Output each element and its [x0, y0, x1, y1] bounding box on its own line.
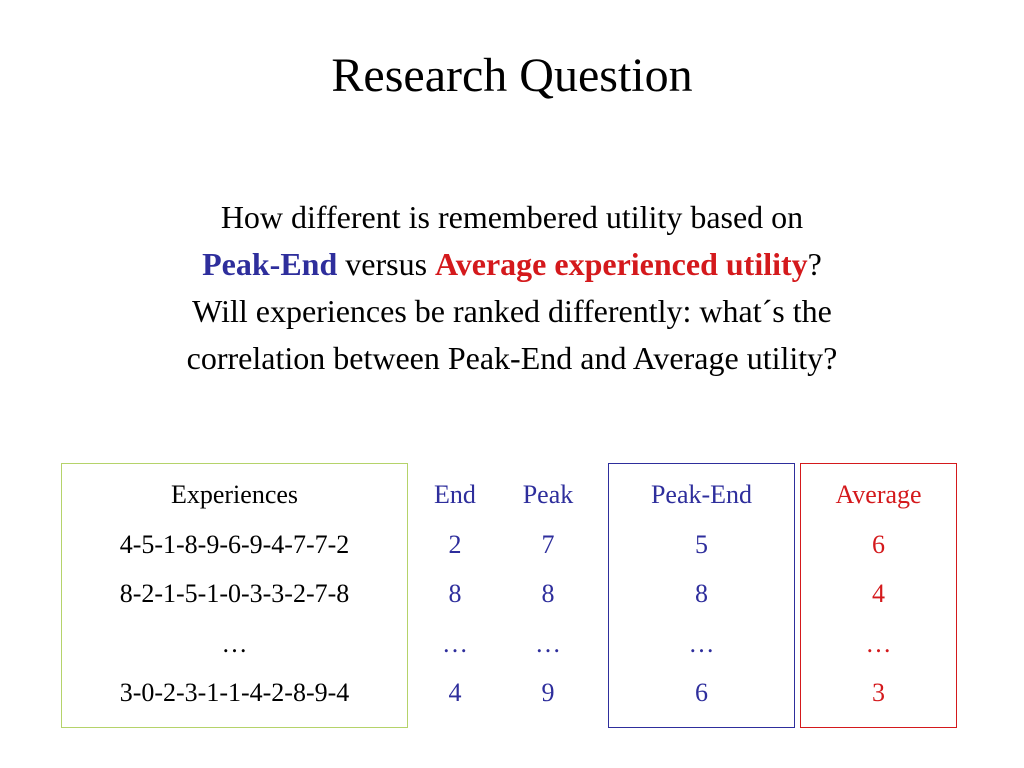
peak-end-column: Peak-End 5 8 … 6 — [608, 470, 795, 718]
peak-cell: … — [535, 628, 561, 658]
average-cell: 6 — [872, 529, 885, 559]
peak-end-box — [608, 463, 795, 728]
peak-cell: 7 — [541, 529, 555, 559]
average-cell: 4 — [872, 579, 885, 608]
peak-end-cell: 8 — [695, 579, 708, 608]
peak-header: Peak — [522, 480, 574, 509]
end-cell: 8 — [448, 579, 462, 608]
experience-cell: 4-5-1-8-9-6-9-4-7-7-2 — [119, 529, 350, 559]
average-header: Average — [835, 480, 922, 509]
experience-cell: … — [221, 628, 248, 658]
average-cell: … — [865, 628, 892, 658]
average-utility-term: Average experienced utility — [435, 246, 808, 282]
question-line-1: How different is remembered utility base… — [220, 199, 804, 235]
experience-cell: 3-0-2-3-1-1-4-2-8-9-4 — [119, 678, 350, 707]
end-column: End 2 8 … 4 — [420, 470, 490, 718]
end-cell: 2 — [448, 529, 462, 559]
end-cell: 4 — [448, 678, 462, 707]
question-line-2: Peak-End versus Average experienced util… — [0, 241, 1024, 288]
question-line-3: Will experiences be ranked differently: … — [192, 293, 832, 329]
question-mark: ? — [807, 246, 822, 282]
question-line-4: correlation between Peak-End and Average… — [186, 340, 838, 376]
peak-cell: 8 — [541, 579, 555, 608]
peak-end-term: Peak-End — [202, 246, 338, 282]
experiences-column: Experiences 4-5-1-8-9-6-9-4-7-7-2 8-2-1-… — [61, 470, 408, 718]
peak-end-header: Peak-End — [650, 480, 753, 509]
average-box — [800, 463, 957, 728]
experiences-box — [61, 463, 408, 728]
end-cell: … — [442, 628, 468, 658]
versus-word: versus — [337, 246, 436, 282]
experiences-header: Experiences — [170, 480, 299, 509]
peak-end-cell: 6 — [695, 678, 708, 707]
end-header: End — [434, 480, 476, 509]
slide-title: Research Question — [331, 49, 693, 102]
peak-end-cell: … — [688, 628, 715, 658]
peak-cell: 9 — [541, 678, 555, 707]
average-cell: 3 — [872, 678, 885, 707]
peak-column: Peak 7 8 … 9 — [508, 470, 588, 718]
experience-cell: 8-2-1-5-1-0-3-3-2-7-8 — [119, 579, 350, 608]
peak-end-cell: 5 — [695, 529, 708, 559]
research-question: How different is remembered utility base… — [0, 194, 1024, 382]
average-column: Average 6 4 … 3 — [800, 470, 957, 718]
